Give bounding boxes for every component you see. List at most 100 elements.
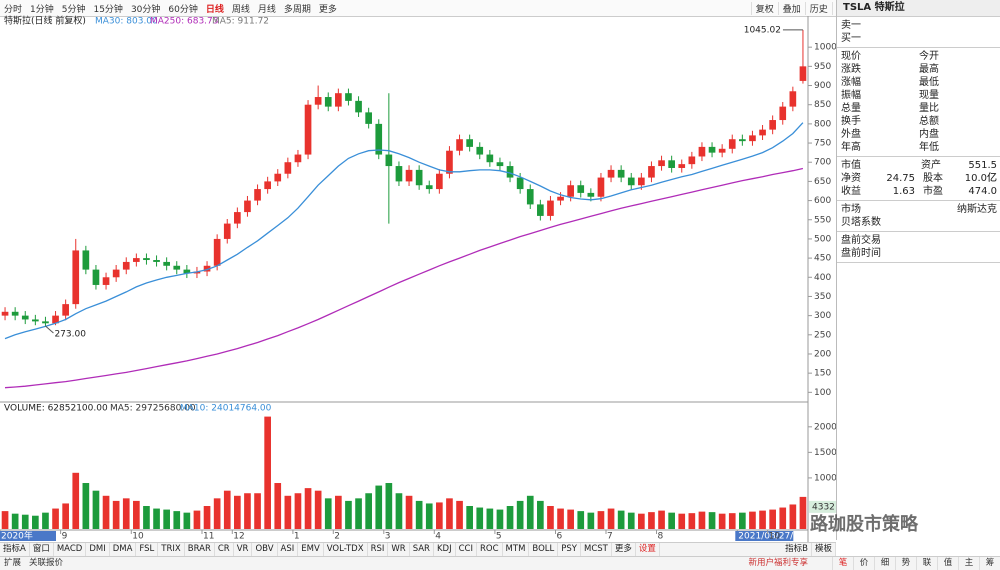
candle-body bbox=[1, 311, 9, 316]
indicator-tab[interactable]: 设置 bbox=[636, 543, 660, 556]
x-tick-label: 2020年 bbox=[1, 530, 33, 542]
period-button[interactable]: 60分钟 bbox=[168, 4, 198, 15]
x-tick-label: 10 bbox=[769, 532, 781, 542]
indicator-tab[interactable]: MCST bbox=[581, 543, 612, 556]
promo-link[interactable]: 新用户福利专享 bbox=[748, 558, 808, 568]
period-button[interactable]: 15分钟 bbox=[93, 4, 123, 15]
volume-bar bbox=[728, 513, 736, 529]
indicator-tab[interactable]: OBV bbox=[252, 543, 278, 556]
y-tick-label: 950 bbox=[814, 62, 831, 72]
indicator-tab[interactable]: FSL bbox=[136, 543, 159, 556]
book-row: 卖一 bbox=[837, 19, 1000, 32]
footer-button[interactable]: 主 bbox=[958, 557, 979, 570]
footer-link[interactable]: 扩展 bbox=[4, 558, 22, 568]
indicator-tab[interactable]: CCI bbox=[456, 543, 477, 556]
period-button[interactable]: 更多 bbox=[318, 4, 337, 15]
candle-body bbox=[405, 169, 413, 182]
period-button[interactable]: 日线 bbox=[205, 4, 224, 15]
quote-label: 涨幅 bbox=[841, 77, 861, 88]
volume-bar bbox=[122, 498, 130, 529]
volume-bar bbox=[708, 512, 716, 529]
footer-button[interactable]: 联 bbox=[916, 557, 937, 570]
finance-value: 551.5亿 bbox=[968, 160, 997, 184]
quote-label: 涨跌 bbox=[841, 64, 861, 75]
y-tick-label: 20000 bbox=[814, 422, 836, 432]
indicator-tab[interactable]: CR bbox=[215, 543, 234, 556]
indicator-tab[interactable]: BRAR bbox=[185, 543, 215, 556]
volume-bar bbox=[466, 506, 473, 529]
volume-bar bbox=[213, 498, 221, 529]
volume-bar bbox=[143, 506, 150, 529]
candle-body bbox=[32, 319, 39, 322]
cursor-date-box bbox=[735, 531, 794, 541]
volume-bar bbox=[607, 508, 615, 529]
quote-label: 现价 bbox=[841, 51, 861, 62]
candle-body bbox=[304, 104, 312, 155]
volume-bar bbox=[375, 485, 383, 529]
indicator-tab[interactable]: BOLL bbox=[529, 543, 559, 556]
beta-label: 贝塔系数 bbox=[841, 217, 881, 228]
tool-button[interactable]: 历史 bbox=[804, 1, 832, 15]
tool-button[interactable]: 复权 bbox=[750, 1, 778, 15]
footer-button[interactable]: 筹 bbox=[979, 557, 1000, 570]
period-button[interactable]: 周线 bbox=[231, 4, 250, 15]
indicator-tab[interactable]: DMI bbox=[86, 543, 110, 556]
period-button[interactable]: 分时 bbox=[4, 4, 23, 15]
indicator-tab[interactable]: EMV bbox=[298, 543, 324, 556]
tool-button[interactable]: 叠加 bbox=[777, 1, 805, 15]
premarket-label: 盘前时间 bbox=[841, 248, 881, 259]
indicator-tab[interactable]: SAR bbox=[410, 543, 434, 556]
indicator-tab[interactable]: WR bbox=[388, 543, 410, 556]
indicator-tab[interactable]: RSI bbox=[368, 543, 389, 556]
candle-body bbox=[284, 162, 292, 174]
period-button[interactable]: 1分钟 bbox=[30, 4, 54, 15]
footer-button[interactable]: 势 bbox=[895, 557, 916, 570]
x-tick-label: 5 bbox=[496, 532, 502, 542]
footer-button[interactable]: 细 bbox=[874, 557, 895, 570]
indicator-tab[interactable]: ROC bbox=[477, 543, 503, 556]
y-tick-label: 300 bbox=[814, 311, 831, 321]
candle-body bbox=[728, 139, 736, 149]
indicator-tab[interactable]: 窗口 bbox=[30, 543, 54, 556]
period-button[interactable]: 5分钟 bbox=[61, 4, 86, 15]
volume-bar bbox=[42, 512, 49, 529]
indicator-tab[interactable]: TRIX bbox=[158, 543, 185, 556]
indicator-tab[interactable]: 指标B bbox=[782, 543, 812, 556]
candle-body bbox=[375, 123, 383, 155]
candle-body bbox=[335, 93, 342, 107]
indicator-tab[interactable]: VOL-TDX bbox=[324, 543, 368, 556]
indicator-tab[interactable]: 模板 bbox=[812, 543, 836, 556]
volume-bar bbox=[62, 503, 69, 529]
candle-body bbox=[294, 154, 302, 163]
volume-bar bbox=[193, 510, 201, 529]
legend-entry: MA5: 911.72 bbox=[212, 17, 269, 27]
footer-button[interactable]: 值 bbox=[937, 557, 958, 570]
volume-bar bbox=[385, 483, 393, 529]
footer-button[interactable]: 价 bbox=[853, 557, 874, 570]
indicator-tab[interactable]: DMA bbox=[110, 543, 137, 556]
indicator-tab[interactable]: 指标A bbox=[0, 543, 30, 556]
volume-bar bbox=[597, 511, 605, 529]
premarket-row: 盘前交易 bbox=[837, 234, 1000, 247]
period-button[interactable]: 月线 bbox=[257, 4, 276, 15]
x-tick-label: 12 bbox=[233, 532, 244, 542]
indicator-tab[interactable]: VR bbox=[234, 543, 253, 556]
footer-button[interactable]: 笔 bbox=[832, 557, 853, 570]
indicator-tab[interactable]: PSY bbox=[558, 543, 581, 556]
indicator-tab[interactable]: KDJ bbox=[434, 543, 456, 556]
candle-body bbox=[789, 91, 797, 107]
period-button[interactable]: 多周期 bbox=[283, 4, 311, 15]
footer-link[interactable]: 关联报价 bbox=[29, 558, 64, 568]
indicator-tab[interactable]: 更多 bbox=[612, 543, 636, 556]
volume-bar bbox=[153, 508, 160, 529]
candle-body bbox=[577, 185, 585, 193]
indicator-tab[interactable]: MTM bbox=[503, 543, 530, 556]
indicator-tab[interactable]: MACD bbox=[54, 543, 87, 556]
finance-value: 1.63 bbox=[892, 186, 915, 197]
volume-bar bbox=[355, 498, 362, 529]
period-button[interactable]: 30分钟 bbox=[130, 4, 161, 15]
finance-label: 净资 bbox=[841, 173, 861, 184]
book-label: 卖一 bbox=[841, 20, 861, 31]
indicator-tab[interactable]: ASI bbox=[278, 543, 299, 556]
candle-body bbox=[668, 160, 675, 168]
